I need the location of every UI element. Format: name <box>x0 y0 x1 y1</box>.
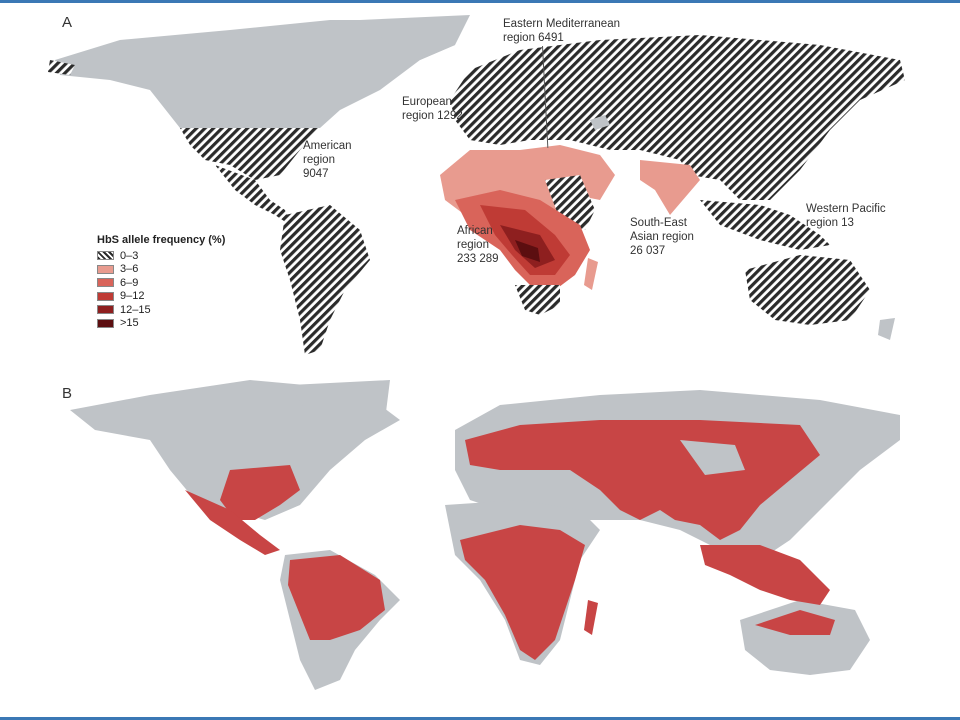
malaria-americas-north <box>220 465 300 520</box>
bottom-band <box>0 717 960 720</box>
greenland-land <box>290 380 390 430</box>
legend-item: 0–3 <box>97 249 225 263</box>
label-american-region: American region 9047 <box>303 140 352 180</box>
legend-swatch <box>97 305 114 315</box>
central-america-hatched <box>215 165 290 225</box>
africa-gt15 <box>515 240 540 262</box>
australia-hatched <box>745 255 870 325</box>
north-america-north <box>55 20 455 128</box>
malaria-africa <box>460 525 585 660</box>
india-3-6 <box>640 160 700 215</box>
legend: HbS allele frequency (%) 0–3 3–6 6–9 9–12 12… <box>97 234 225 330</box>
legend-item: 12–15 <box>97 303 225 317</box>
eurasia-hatched <box>450 35 905 200</box>
malaria-central-america <box>185 490 280 555</box>
legend-swatch <box>97 318 114 328</box>
legend-item: 9–12 <box>97 290 225 304</box>
legend-label: >15 <box>120 317 139 330</box>
usa-hatched <box>180 128 320 180</box>
label-south-east-asian-region: South-East Asian region 26 037 <box>630 217 694 257</box>
malaria-south-america <box>288 555 385 640</box>
legend-label: 3–6 <box>120 263 139 276</box>
antarctic-islands <box>590 115 610 130</box>
greenland <box>360 15 470 60</box>
legend-label: 9–12 <box>120 290 145 303</box>
malaria-se-asia <box>700 545 830 605</box>
legend-swatch <box>97 264 114 274</box>
panel-letter-a: A <box>62 14 73 31</box>
label-eastern-med-region: Eastern Mediterranean region 6491 <box>503 18 620 44</box>
legend-swatch <box>97 291 114 301</box>
legend-label: 0–3 <box>120 249 139 262</box>
australia-land <box>740 600 870 675</box>
hbs-frequency-map <box>48 15 905 355</box>
sahara-hatched <box>545 175 595 230</box>
central-asia-grey <box>680 440 745 475</box>
legend-label: 12–15 <box>120 303 151 316</box>
legend-label: 6–9 <box>120 276 139 289</box>
panel-letter-b: B <box>62 385 73 402</box>
legend-item: >15 <box>97 317 225 331</box>
legend-item: 3–6 <box>97 263 225 277</box>
madagascar <box>584 258 598 290</box>
malaria-madagascar <box>584 600 598 635</box>
legend-rows: 0–3 3–6 6–9 9–12 12–15 >15 <box>97 249 225 330</box>
malaria-australia <box>755 610 835 635</box>
southern-africa-hatched <box>515 285 560 315</box>
legend-swatch <box>97 251 114 261</box>
legend-item: 6–9 <box>97 276 225 290</box>
label-african-region: African region 233 289 <box>457 225 499 265</box>
legend-title: HbS allele frequency (%) <box>97 234 226 246</box>
se-asia-hatched <box>700 200 830 250</box>
south-america-hatched <box>280 205 370 355</box>
top-band <box>0 0 960 3</box>
label-western-pacific-region: Western Pacific region 13 <box>806 203 886 229</box>
far-east-hatched <box>48 60 75 75</box>
label-european-region: European region 1292 <box>402 96 463 122</box>
new-zealand <box>878 318 895 340</box>
legend-swatch <box>97 278 114 288</box>
